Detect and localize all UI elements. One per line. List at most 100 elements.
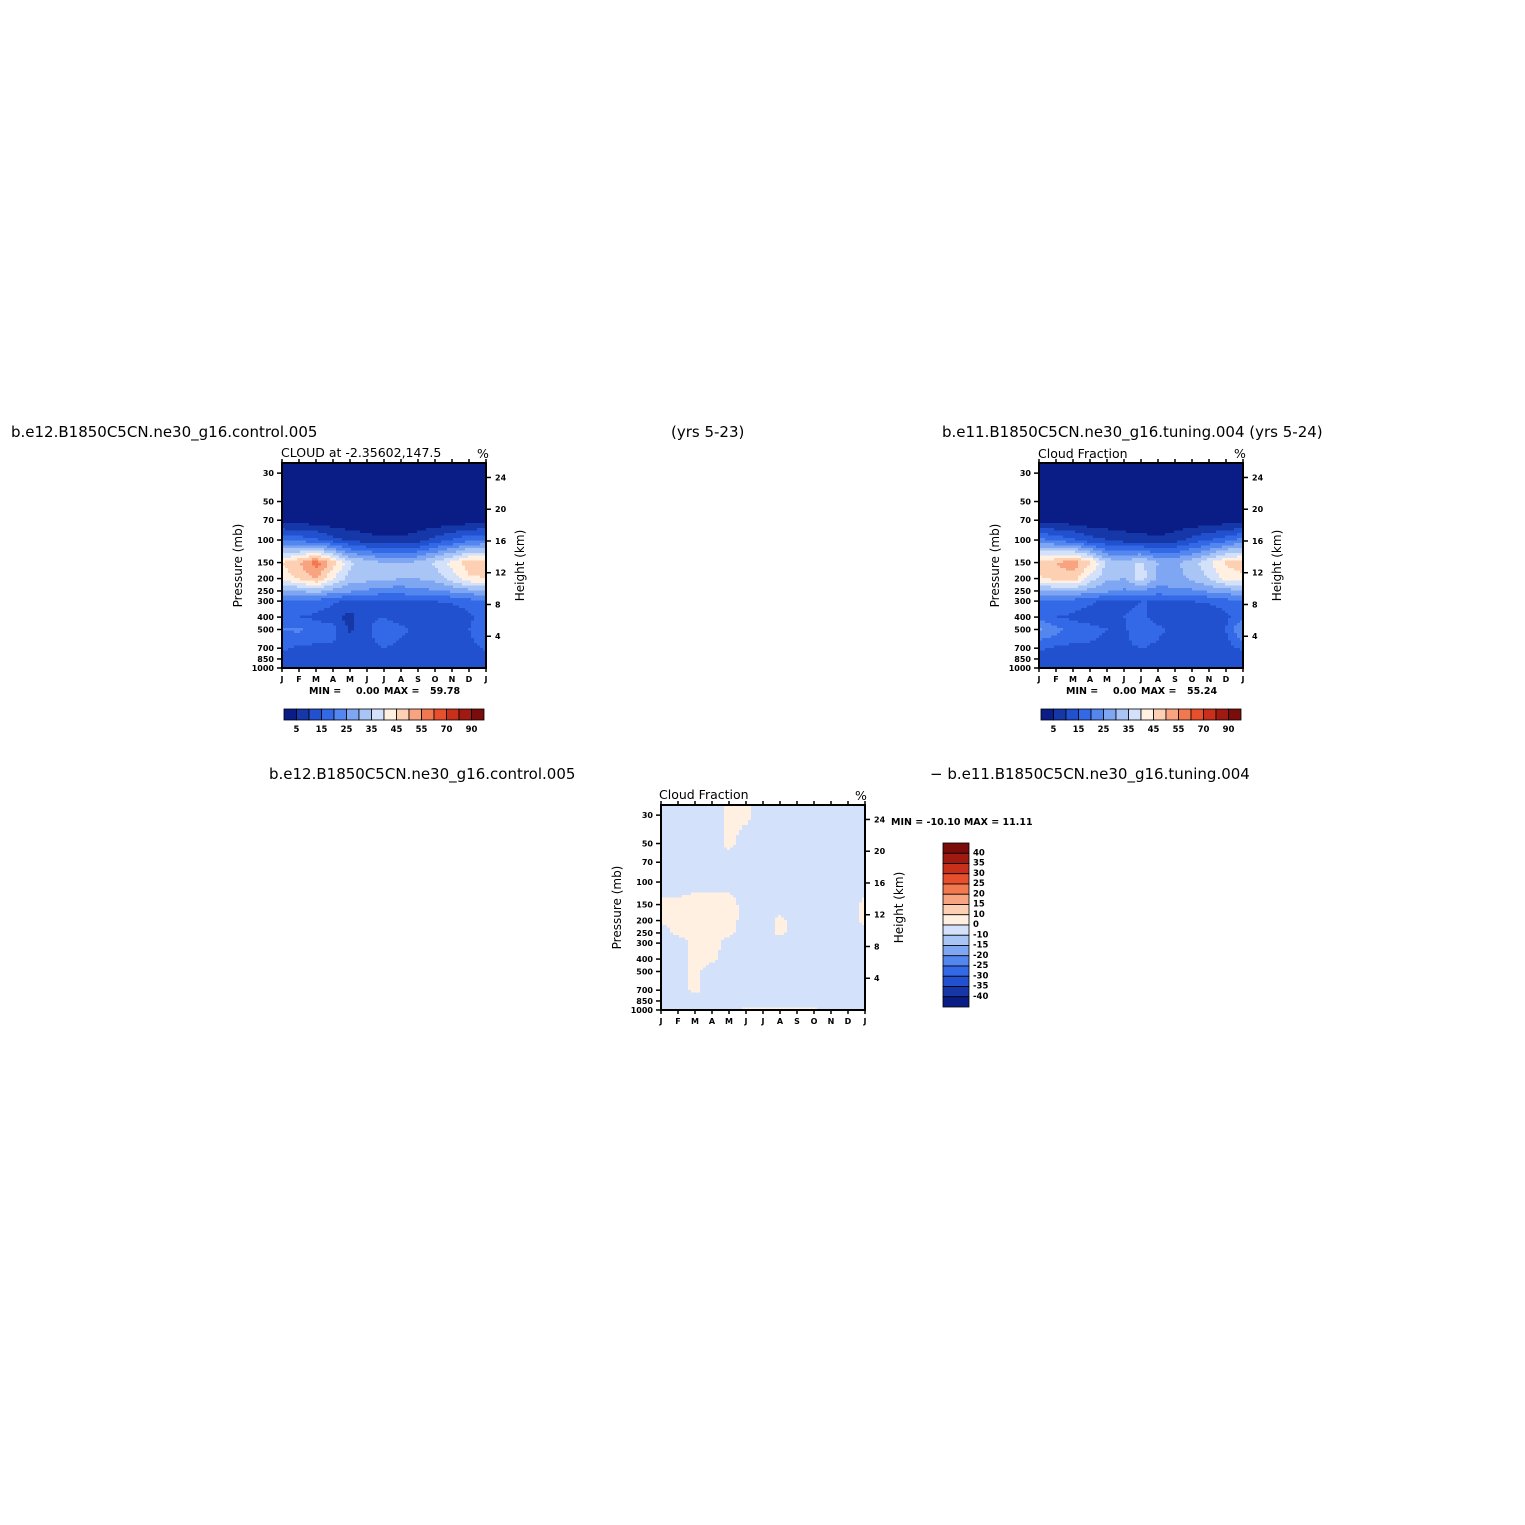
heatmap-cell bbox=[435, 548, 439, 552]
heatmap-cell bbox=[288, 518, 292, 522]
heatmap-cell bbox=[357, 475, 361, 479]
heatmap-cell bbox=[363, 570, 367, 574]
heatmap-cell bbox=[336, 575, 340, 579]
heatmap-cell bbox=[462, 610, 466, 614]
heatmap-cell bbox=[483, 545, 487, 549]
heatmap-cell bbox=[324, 618, 328, 622]
heatmap-cell bbox=[483, 480, 487, 484]
heatmap-cell bbox=[471, 483, 475, 487]
heatmap-cell bbox=[408, 588, 412, 592]
heatmap-cell bbox=[387, 575, 391, 579]
heatmap-cell bbox=[468, 480, 472, 484]
heatmap-cell bbox=[438, 538, 442, 542]
heatmap-cell bbox=[357, 510, 361, 514]
heatmap-cell bbox=[462, 533, 466, 537]
heatmap-cell bbox=[330, 588, 334, 592]
heatmap-cell bbox=[378, 625, 382, 629]
heatmap-cell bbox=[411, 608, 415, 612]
heatmap-cell bbox=[483, 635, 487, 639]
heatmap-cell bbox=[450, 625, 454, 629]
heatmap-cell bbox=[423, 555, 427, 559]
heatmap-cell bbox=[336, 613, 340, 617]
heatmap-cell bbox=[300, 515, 304, 519]
heatmap-cell bbox=[294, 550, 298, 554]
heatmap-cell bbox=[357, 533, 361, 537]
heatmap-cell bbox=[369, 613, 373, 617]
heatmap-cell bbox=[360, 545, 364, 549]
heatmap-cell bbox=[288, 495, 292, 499]
heatmap-cell bbox=[390, 633, 394, 637]
heatmap-cell bbox=[354, 523, 358, 527]
heatmap-cell bbox=[429, 570, 433, 574]
heatmap-cell bbox=[360, 528, 364, 532]
heatmap-cell bbox=[327, 478, 331, 482]
heatmap-cell bbox=[327, 528, 331, 532]
heatmap-cell bbox=[423, 580, 427, 584]
heatmap-cell bbox=[357, 493, 361, 497]
heatmap-cell bbox=[426, 580, 430, 584]
heatmap-cell bbox=[483, 488, 487, 492]
heatmap-cell bbox=[432, 540, 436, 544]
heatmap-cell bbox=[390, 480, 394, 484]
heatmap-cell bbox=[288, 578, 292, 582]
heatmap-cell bbox=[414, 500, 418, 504]
heatmap-cell bbox=[312, 533, 316, 537]
heatmap-cell bbox=[306, 505, 310, 509]
heatmap-cell bbox=[381, 483, 385, 487]
heatmap-cell bbox=[396, 515, 400, 519]
heatmap-cell bbox=[375, 483, 379, 487]
heatmap-cell bbox=[315, 628, 319, 632]
heatmap-cell bbox=[336, 535, 340, 539]
heatmap-cell bbox=[417, 553, 421, 557]
heatmap-cell bbox=[309, 513, 313, 517]
heatmap-cell bbox=[429, 620, 433, 624]
heatmap-cell bbox=[288, 638, 292, 642]
heatmap-cell bbox=[426, 603, 430, 607]
heatmap-cell bbox=[357, 560, 361, 564]
heatmap-cell bbox=[447, 470, 451, 474]
heatmap-cell bbox=[480, 478, 484, 482]
heatmap-cell bbox=[315, 610, 319, 614]
heatmap-cell bbox=[411, 480, 415, 484]
heatmap-cell bbox=[444, 468, 448, 472]
heatmap-cell bbox=[399, 510, 403, 514]
heatmap-cell bbox=[408, 638, 412, 642]
heatmap-cell bbox=[315, 553, 319, 557]
heatmap-cell bbox=[465, 485, 469, 489]
heatmap-cell bbox=[423, 533, 427, 537]
control-case-title: b.e12.B1850C5CN.ne30_g16.control.005 bbox=[11, 423, 318, 441]
heatmap-cell bbox=[282, 570, 286, 574]
heatmap-cell bbox=[459, 520, 463, 524]
heatmap-cell bbox=[384, 490, 388, 494]
heatmap-cell bbox=[420, 540, 424, 544]
heatmap-cell bbox=[381, 495, 385, 499]
heatmap-cell bbox=[408, 520, 412, 524]
heatmap-cell bbox=[456, 610, 460, 614]
heatmap-cell bbox=[432, 513, 436, 517]
heatmap-cell bbox=[351, 505, 355, 509]
heatmap-cell bbox=[294, 548, 298, 552]
heatmap-cell bbox=[417, 625, 421, 629]
heatmap-cell bbox=[465, 505, 469, 509]
heatmap-cell bbox=[423, 515, 427, 519]
heatmap-cell bbox=[285, 545, 289, 549]
heatmap-cell bbox=[468, 585, 472, 589]
heatmap-cell bbox=[360, 485, 364, 489]
heatmap-cell bbox=[408, 558, 412, 562]
heatmap-cell bbox=[366, 625, 370, 629]
heatmap-cell bbox=[483, 620, 487, 624]
heatmap-cell bbox=[348, 545, 352, 549]
heatmap-cell bbox=[303, 523, 307, 527]
heatmap-cell bbox=[423, 538, 427, 542]
heatmap-cell bbox=[336, 503, 340, 507]
heatmap-cell bbox=[444, 613, 448, 617]
heatmap-cell bbox=[453, 630, 457, 634]
heatmap-cell bbox=[327, 598, 331, 602]
heatmap-cell bbox=[285, 503, 289, 507]
heatmap-cell bbox=[297, 568, 301, 572]
heatmap-cell bbox=[459, 495, 463, 499]
heatmap-cell bbox=[417, 545, 421, 549]
heatmap-cell bbox=[438, 468, 442, 472]
heatmap-cell bbox=[282, 545, 286, 549]
heatmap-cell bbox=[414, 535, 418, 539]
